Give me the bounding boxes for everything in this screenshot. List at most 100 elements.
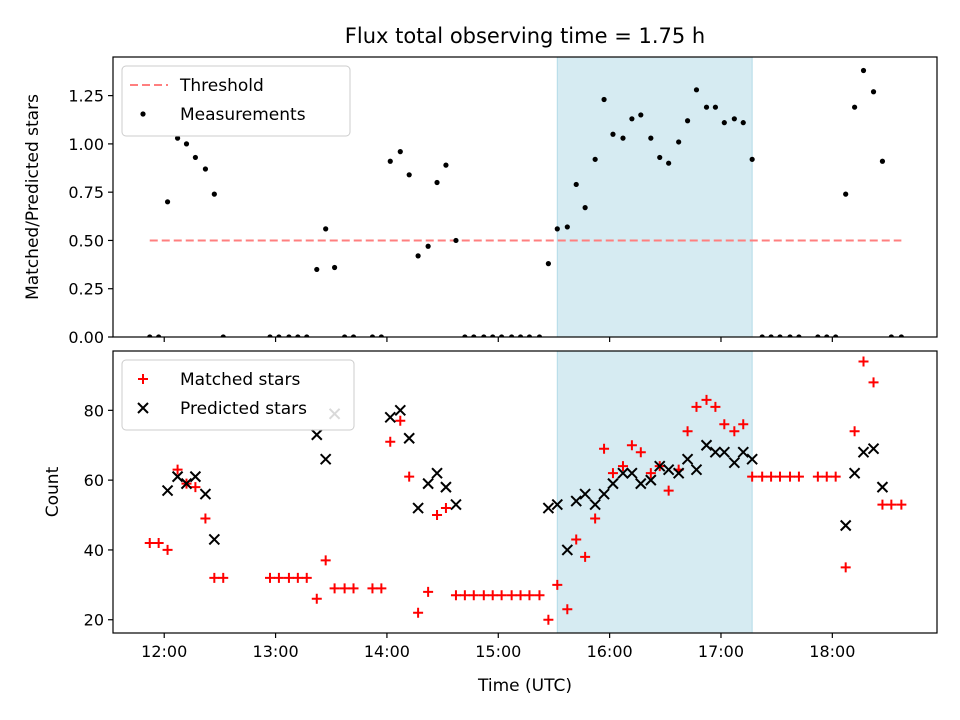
legend-marker	[138, 374, 148, 384]
measurement-point	[870, 89, 877, 95]
matched-point	[590, 513, 601, 524]
matched-point	[395, 415, 406, 426]
measurement-point	[267, 334, 273, 337]
matched-point	[635, 447, 646, 458]
measurement-point	[759, 334, 765, 337]
matched-point	[459, 590, 470, 601]
plot-area	[144, 356, 907, 625]
matched-point	[849, 426, 860, 437]
measurement-point	[620, 135, 626, 141]
predicted-point	[589, 498, 601, 511]
measurement-point	[815, 334, 821, 337]
predicted-point	[746, 453, 758, 465]
measurement-point	[331, 264, 338, 271]
predicted-point	[728, 456, 741, 469]
measurement-point	[898, 334, 904, 337]
y-tick-label: 0.75	[68, 183, 104, 202]
measurement-point	[879, 158, 886, 164]
matched-point	[496, 590, 507, 601]
matched-point	[747, 471, 758, 482]
predicted-point	[403, 432, 415, 444]
predicted-point	[394, 404, 406, 417]
predicted-point	[199, 488, 212, 500]
measurement-point	[304, 334, 310, 337]
measurement-point	[406, 172, 412, 178]
predicted-point	[867, 443, 880, 455]
predicted-point	[617, 467, 629, 479]
matched-point	[738, 419, 749, 430]
measurement-point	[342, 334, 348, 337]
matched-point	[757, 471, 768, 482]
measurement-point	[740, 120, 746, 126]
measurement-point	[545, 261, 551, 267]
measurement-point	[397, 149, 403, 155]
predicted-point	[311, 429, 323, 441]
measurement-point	[295, 334, 301, 337]
matched-point	[729, 426, 740, 437]
matched-point	[450, 590, 461, 601]
matched-point	[487, 590, 498, 601]
matched-point	[404, 471, 415, 482]
y-tick-label: 1.00	[68, 135, 104, 154]
matched-point	[506, 590, 517, 601]
predicted-point	[654, 460, 666, 472]
predicted-point	[848, 467, 861, 479]
measurement-point	[693, 87, 700, 93]
predicted-point	[561, 544, 574, 556]
matched-point	[868, 377, 879, 388]
matched-point	[311, 593, 322, 604]
top-panel: 0.00 0.25 0.50 0.75 1.00 1.25 Matched/Predicte…	[23, 56, 938, 347]
matched-point	[385, 436, 396, 447]
x-tick-label: 17:00	[698, 642, 744, 661]
measurement-point	[517, 334, 524, 337]
axes-frame	[112, 350, 938, 634]
measurement-point	[276, 334, 282, 337]
measurement-point	[592, 156, 598, 162]
measurement-point	[860, 67, 867, 74]
matched-point	[367, 583, 378, 594]
matched-point	[292, 572, 303, 583]
predicted-point	[876, 481, 889, 493]
matched-point	[793, 471, 804, 482]
predicted-point	[645, 474, 657, 486]
matched-point	[413, 607, 424, 618]
matched-point	[766, 471, 777, 482]
x-tick-label: 18:00	[809, 642, 855, 661]
y-tick-label: 0.00	[68, 328, 104, 347]
predicted-point	[681, 453, 694, 465]
measurement-point	[192, 154, 198, 161]
measurement-point	[648, 135, 654, 141]
axes-frame	[112, 56, 938, 338]
matched-point	[329, 583, 340, 594]
legend-label: Predicted stars	[180, 399, 307, 419]
legend-label: Matched stars	[180, 370, 300, 390]
measurement-point	[582, 205, 588, 211]
matched-point	[478, 590, 489, 601]
y-axis-label: Count	[43, 466, 63, 517]
predicted-point	[598, 488, 610, 500]
measurement-point	[666, 160, 672, 166]
measurement-point	[314, 266, 320, 273]
series-predicted-stars	[161, 404, 889, 556]
predicted-point	[189, 470, 202, 483]
measurement-point	[554, 226, 560, 232]
matched-point	[626, 440, 637, 451]
predicted-point	[384, 411, 396, 424]
matched-point	[896, 499, 907, 510]
measurement-point	[211, 191, 217, 197]
predicted-point	[422, 477, 434, 490]
measurement-point	[601, 96, 607, 103]
predicted-point	[161, 484, 174, 497]
matched-point	[162, 544, 173, 555]
matched-point	[785, 471, 796, 482]
measurement-point	[657, 154, 663, 161]
matched-point	[283, 572, 294, 583]
predicted-point	[737, 446, 749, 458]
matched-point	[468, 590, 479, 601]
matched-point	[701, 394, 712, 405]
matched-point	[190, 482, 201, 493]
measurement-point	[573, 181, 579, 188]
matched-point	[645, 468, 656, 479]
predicted-point	[579, 488, 591, 500]
predicted-point	[319, 453, 332, 465]
